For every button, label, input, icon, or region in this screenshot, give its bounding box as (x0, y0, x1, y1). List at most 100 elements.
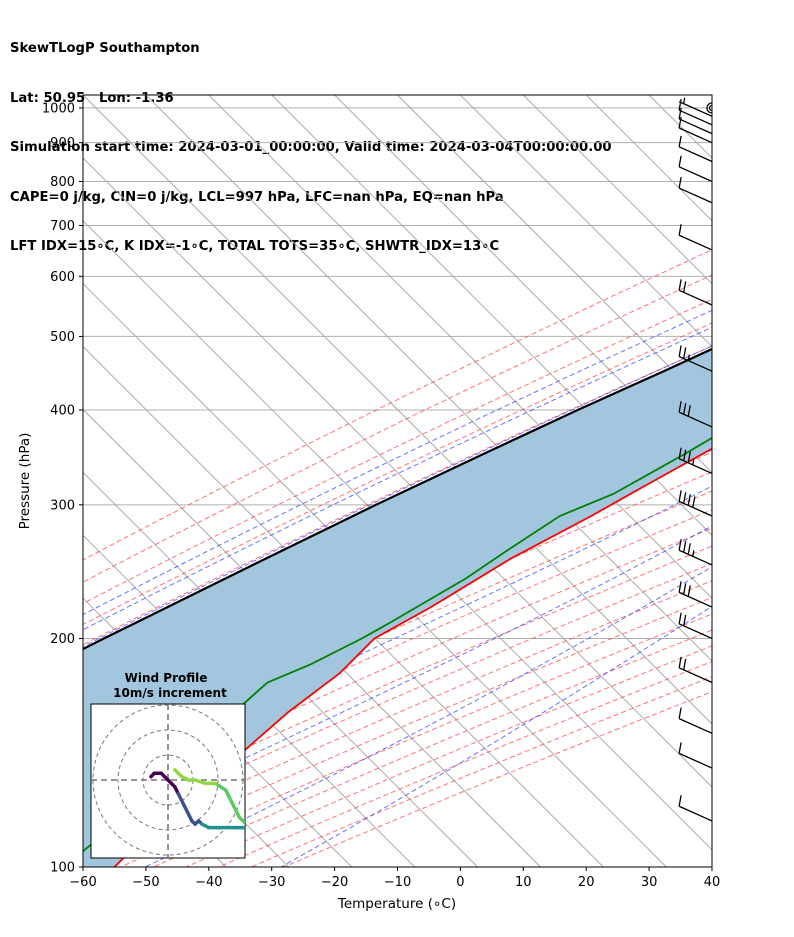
barb-flag (687, 543, 691, 555)
barb-shaft (678, 752, 712, 769)
wind-barb-750 (678, 176, 712, 204)
barb-flag (678, 581, 682, 593)
barb-shaft (678, 355, 712, 372)
barb-flag (678, 707, 682, 719)
barb-flag (678, 742, 682, 754)
dewpoint-line (83, 436, 712, 853)
y-tick-label-1000: 1000 (42, 101, 75, 116)
barb-flag (678, 99, 682, 111)
barb-half-flag (683, 97, 686, 104)
chart-title: SkewTLogP Southampton (10, 41, 200, 56)
x-tick-label--50: −50 (132, 875, 159, 890)
wind-barb-975 (678, 97, 712, 117)
barb-flag (678, 176, 682, 189)
index-line: LFT IDX=15∘C, K IDX=-1∘C, TOTAL TOTS=35∘… (10, 239, 500, 254)
barb-flag (683, 403, 687, 415)
dry-adiabat-0 (83, 322, 712, 625)
moist-adiabat-25 (83, 485, 712, 787)
barb-flag (678, 279, 682, 291)
x-tick-label-20: 20 (578, 875, 595, 890)
x-tick-label-10: 10 (515, 875, 532, 890)
barb-shaft (678, 166, 712, 183)
barb-flag (692, 496, 696, 508)
barb-flag (678, 656, 682, 668)
barb-flag (683, 583, 687, 595)
barb-shaft (678, 667, 712, 684)
barb-flag (678, 795, 682, 807)
barb-flag (678, 107, 682, 120)
barb-shaft (678, 549, 712, 566)
dry-adiabat--10 (83, 298, 712, 605)
hodo-segment-27 (213, 781, 228, 792)
y-tick-label-900: 900 (50, 136, 75, 151)
isotherm-0 (460, 95, 712, 348)
hodograph-title: Wind Profile (125, 671, 208, 685)
wind-barb-900 (678, 116, 712, 144)
temperature-line (113, 447, 712, 867)
barb-shaft (678, 146, 712, 163)
barb-flag (683, 541, 687, 553)
y-tick-label-600: 600 (50, 270, 75, 285)
x-tick-label-40: 40 (704, 875, 721, 890)
barb-flag (687, 494, 691, 506)
isotherm--30 (271, 95, 712, 537)
barb-shaft (678, 411, 712, 428)
barb-flag (683, 449, 687, 461)
barb-flag (687, 405, 691, 417)
barb-shaft (678, 718, 712, 734)
wind-barb-850 (678, 135, 712, 163)
wind-barb-200 (678, 612, 712, 640)
parcel-profile-line (83, 347, 712, 651)
barb-shaft (678, 127, 712, 144)
x-tick-label--10: −10 (384, 875, 411, 890)
wind-barb-115 (678, 795, 712, 822)
isotherm-40 (711, 95, 712, 96)
barb-shaft (678, 591, 712, 608)
barb-shaft (678, 805, 712, 822)
barb-shaft (678, 623, 712, 640)
x-tick-label-30: 30 (641, 875, 658, 890)
barb-flag (678, 490, 682, 502)
barb-shaft (678, 234, 712, 251)
wind-barb-925 (678, 107, 712, 135)
barb-flag (683, 281, 687, 293)
barb-flag (687, 451, 691, 463)
wind-barb-135 (678, 742, 712, 769)
time-line: Simulation start time: 2024-03-01_00:00:… (10, 140, 612, 155)
isotherm-30 (648, 95, 712, 159)
wind-barb-330 (678, 447, 712, 475)
x-tick-label--60: −60 (69, 875, 96, 890)
calm-circle-inner (708, 104, 712, 112)
wind-barb-250 (678, 539, 712, 566)
wind-barb-175 (678, 656, 712, 684)
wind-barb-380 (678, 401, 712, 428)
barb-flag (678, 345, 682, 357)
isotherm-10 (522, 95, 712, 285)
barb-flag (678, 224, 682, 236)
barb-flag (683, 614, 687, 626)
barb-flag (683, 347, 687, 359)
wind-barb-550 (678, 279, 712, 306)
wind-barb-220 (678, 581, 712, 608)
location-line: Lat: 50.95 Lon: -1.36 (10, 90, 174, 106)
hodo-segment-29 (193, 778, 208, 786)
isotherm--100 (83, 345, 604, 867)
dry-adiabat-90 (83, 509, 712, 792)
barb-flag (678, 447, 682, 459)
y-tick-label-400: 400 (50, 403, 75, 418)
wind-barb-950 (678, 99, 712, 126)
barb-shaft (678, 458, 712, 475)
barb-flag (678, 539, 682, 551)
isotherm--20 (334, 95, 712, 474)
chart-header: SkewTLogP Southampton Lat: 50.95 Lon: -1… (10, 8, 612, 272)
barb-flag (683, 658, 687, 670)
moist-adiabat-0 (83, 345, 712, 648)
wind-barb-290 (678, 490, 712, 517)
hodograph-subtitle: 10m/s increment (113, 686, 227, 700)
barb-shaft (678, 187, 712, 204)
wind-barb-1000 (706, 102, 712, 114)
y-tick-label-800: 800 (50, 175, 75, 190)
y-tick-label-200: 200 (50, 632, 75, 647)
x-axis-label: Temperature (∘C) (337, 896, 456, 912)
